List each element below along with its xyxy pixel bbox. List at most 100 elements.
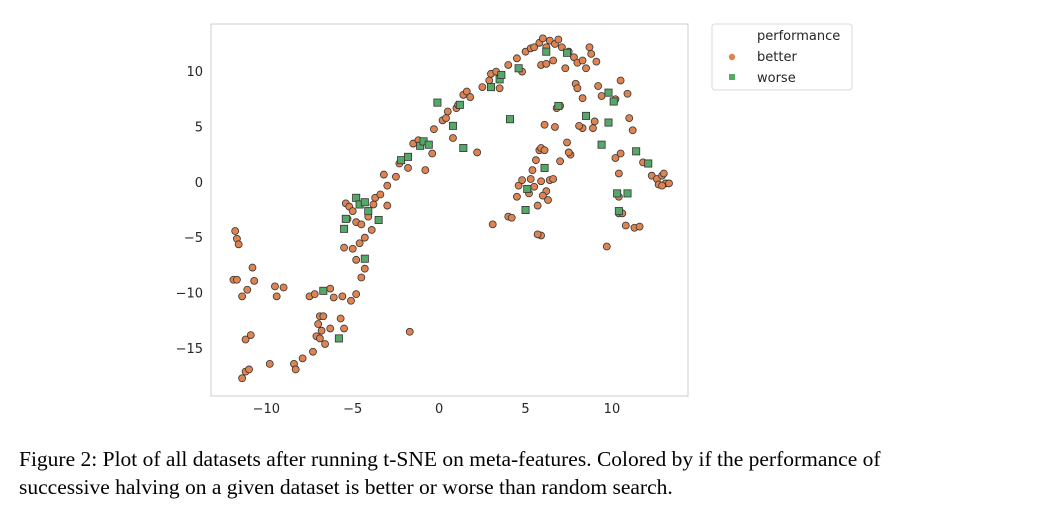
better-point bbox=[250, 276, 259, 285]
better-point bbox=[495, 84, 504, 93]
better-point bbox=[623, 89, 632, 98]
worse-point bbox=[623, 189, 632, 198]
better-point bbox=[352, 255, 361, 264]
worse-point bbox=[319, 286, 328, 295]
better-point bbox=[340, 243, 348, 252]
better-point bbox=[238, 292, 247, 301]
better-point bbox=[504, 61, 513, 69]
worse-point bbox=[352, 193, 361, 202]
worse-point bbox=[486, 83, 495, 92]
worse-point bbox=[341, 214, 350, 223]
worse-point bbox=[505, 115, 514, 124]
better-point bbox=[537, 177, 545, 186]
caption-line-1: Figure 2: Plot of all datasets after run… bbox=[19, 447, 881, 471]
better-point bbox=[564, 148, 573, 157]
x-tick-label: 5 bbox=[521, 402, 529, 417]
legend-better-marker bbox=[728, 53, 736, 61]
better-point bbox=[279, 283, 288, 292]
better-point bbox=[348, 244, 357, 253]
better-point bbox=[352, 290, 361, 299]
better-point bbox=[526, 175, 535, 183]
figure-caption: Figure 2: Plot of all datasets after run… bbox=[19, 445, 1029, 501]
legend: performance better worse bbox=[711, 23, 853, 91]
better-point bbox=[421, 166, 430, 175]
x-tick-label: −5 bbox=[343, 402, 362, 417]
better-point bbox=[540, 120, 549, 129]
y-tick-label: −5 bbox=[184, 231, 203, 246]
better-point bbox=[488, 220, 497, 229]
better-point bbox=[549, 56, 558, 65]
better-point bbox=[315, 334, 324, 343]
better-point bbox=[326, 324, 335, 333]
better-point bbox=[360, 233, 369, 242]
better-point bbox=[538, 191, 547, 200]
better-point bbox=[309, 347, 317, 356]
x-axis: −10 −5 0 5 10 bbox=[253, 402, 621, 417]
better-point bbox=[272, 292, 281, 301]
better-point bbox=[556, 157, 565, 166]
better-point bbox=[245, 365, 253, 374]
worse-point bbox=[540, 163, 549, 172]
better-point bbox=[628, 126, 637, 135]
legend-title: performance bbox=[757, 29, 840, 44]
better-point bbox=[319, 312, 328, 321]
worse-point bbox=[632, 147, 641, 156]
x-tick-label: 0 bbox=[435, 402, 443, 417]
worse-point bbox=[448, 121, 457, 130]
better-point bbox=[513, 192, 521, 201]
better-point bbox=[533, 201, 542, 210]
better-point bbox=[544, 196, 552, 204]
better-point bbox=[231, 227, 240, 235]
worse-point bbox=[360, 198, 369, 207]
worse-point bbox=[397, 156, 406, 165]
x-tick-label: 10 bbox=[604, 402, 621, 417]
better-point bbox=[336, 314, 345, 323]
better-point bbox=[271, 282, 279, 291]
legend-worse-label: worse bbox=[757, 71, 796, 86]
better-point bbox=[554, 35, 563, 44]
scatter-plot: −10 −5 0 5 10 10 5 0 −5 −10 −15 performance bette… bbox=[176, 23, 853, 417]
better-point bbox=[466, 93, 475, 101]
better-point bbox=[540, 146, 549, 155]
better-point bbox=[658, 181, 666, 190]
better-point bbox=[462, 87, 471, 96]
better-point bbox=[376, 190, 385, 199]
y-axis: 10 5 0 −5 −10 −15 bbox=[176, 65, 203, 357]
better-point bbox=[530, 43, 539, 52]
better-point bbox=[367, 226, 376, 234]
worse-point bbox=[374, 215, 383, 224]
better-point bbox=[383, 181, 392, 190]
better-point bbox=[473, 148, 482, 157]
worse-point bbox=[404, 152, 413, 161]
better-point bbox=[635, 222, 644, 231]
worse-point bbox=[613, 189, 622, 198]
worse-point bbox=[597, 140, 606, 149]
better-point bbox=[611, 154, 620, 162]
better-point bbox=[533, 230, 542, 239]
better-point bbox=[625, 114, 634, 123]
better-point bbox=[338, 292, 347, 301]
better-point bbox=[246, 331, 255, 340]
worse-point bbox=[644, 159, 653, 168]
better-point bbox=[602, 242, 611, 251]
better-point bbox=[443, 107, 452, 116]
better-point bbox=[405, 327, 414, 336]
better-point bbox=[551, 123, 559, 131]
better-point bbox=[317, 326, 326, 335]
worse-point bbox=[521, 205, 530, 214]
better-point bbox=[530, 182, 539, 191]
worse-point bbox=[614, 207, 623, 216]
better-point bbox=[348, 207, 357, 216]
better-point bbox=[665, 179, 673, 188]
better-point bbox=[485, 76, 494, 85]
y-tick-label: 5 bbox=[195, 120, 203, 135]
better-point bbox=[340, 324, 348, 333]
better-point bbox=[265, 359, 274, 368]
better-point bbox=[561, 64, 570, 73]
better-point bbox=[514, 181, 523, 190]
better-point bbox=[542, 59, 551, 68]
better-point bbox=[442, 114, 450, 123]
better-point bbox=[379, 170, 388, 179]
better-point bbox=[383, 201, 392, 210]
better-point bbox=[238, 374, 247, 383]
